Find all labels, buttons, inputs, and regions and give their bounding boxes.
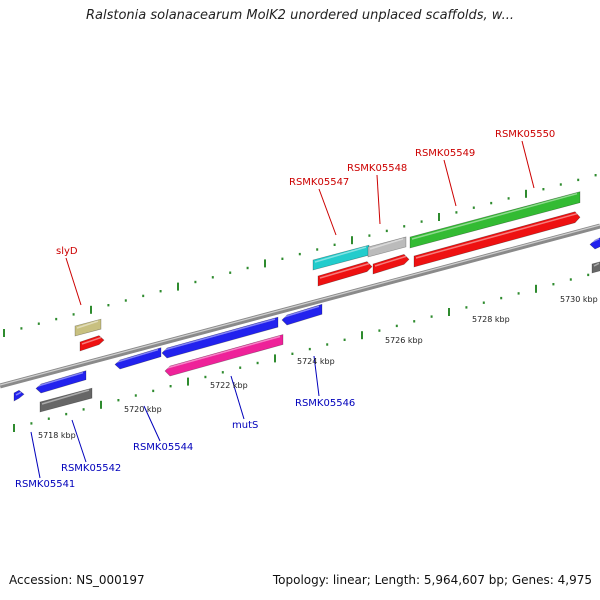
label-leader-line xyxy=(521,140,535,189)
gene-feature-shine xyxy=(116,348,159,363)
gene-label-slyD[interactable]: slyD xyxy=(56,246,78,257)
gene-label-rsmk05546[interactable]: RSMK05546 xyxy=(295,398,355,409)
gene-label-rsmk05542[interactable]: RSMK05542 xyxy=(61,463,121,474)
gene-feature-shine xyxy=(166,335,281,369)
topology-summary: Topology: linear; Length: 5,964,607 bp; … xyxy=(272,573,592,587)
gene-feature-shine xyxy=(591,238,600,243)
gene-feature-blue[interactable] xyxy=(589,237,600,250)
gene-feature-shine xyxy=(319,262,370,279)
gene-feature-shine xyxy=(76,320,99,329)
scale-label: 5728 kbp xyxy=(472,315,510,324)
gene-feature-shine xyxy=(411,192,578,240)
scale-label: 5718 kbp xyxy=(38,431,76,440)
gene-feature-green[interactable] xyxy=(409,191,581,249)
label-leader-line xyxy=(376,174,381,225)
genome-backbone xyxy=(0,223,600,389)
gene-feature-pink[interactable] xyxy=(164,334,284,377)
label-leader-line xyxy=(313,355,320,397)
scale-label: 5730 kbp xyxy=(560,295,598,304)
label-leader-line xyxy=(230,375,245,420)
gene-feature-shine xyxy=(41,389,90,405)
tick-marks xyxy=(3,174,597,432)
gene-feature-shine xyxy=(593,262,600,267)
gene-feature-blue[interactable] xyxy=(161,316,279,359)
gene-feature-shine xyxy=(163,318,276,351)
gene-feature-blue[interactable] xyxy=(281,303,323,326)
label-leader-line xyxy=(443,159,457,207)
gene-feature-shine xyxy=(369,238,404,250)
gene-label-rsmk05541[interactable]: RSMK05541 xyxy=(15,479,75,490)
label-leaders xyxy=(30,140,535,479)
gene-feature-khaki[interactable] xyxy=(74,318,102,337)
gene-feature-gray[interactable] xyxy=(39,387,93,413)
genome-backbone-highlight xyxy=(0,224,600,386)
scale-label: 5724 kbp xyxy=(297,357,335,366)
gene-feature-red[interactable] xyxy=(79,335,105,352)
scale-label: 5722 kbp xyxy=(210,381,248,390)
scale-label: 5726 kbp xyxy=(385,336,423,345)
gene-feature-shine xyxy=(37,371,84,387)
gene-label-rsmk05547[interactable]: RSMK05547 xyxy=(289,177,349,188)
gene-features xyxy=(13,191,600,413)
gene-label-mutS[interactable]: mutS xyxy=(232,420,258,431)
gene-feature-shine xyxy=(374,255,407,267)
gene-feature-shine xyxy=(314,246,367,263)
gene-feature-blue[interactable] xyxy=(35,370,87,394)
label-leader-line xyxy=(71,419,87,463)
gene-feature-blue[interactable] xyxy=(114,347,162,370)
gene-feature-blue[interactable] xyxy=(13,389,25,402)
gene-label-rsmk05548[interactable]: RSMK05548 xyxy=(347,163,407,174)
gene-feature-silver[interactable] xyxy=(367,236,407,258)
gene-label-rsmk05550[interactable]: RSMK05550 xyxy=(495,129,555,140)
gene-feature-shine xyxy=(283,305,320,318)
gene-feature-red[interactable] xyxy=(372,254,410,275)
gene-feature-red[interactable] xyxy=(413,211,581,268)
gene-label-rsmk05549[interactable]: RSMK05549 xyxy=(415,148,475,159)
gene-feature-red[interactable] xyxy=(317,261,373,287)
gene-feature-shine xyxy=(81,336,102,345)
gene-feature-shine xyxy=(15,391,22,396)
scale-label: 5720 kbp xyxy=(124,405,162,414)
gene-feature-shine xyxy=(415,212,578,259)
accession-text: Accession: NS_000197 xyxy=(9,573,145,587)
label-leader-line xyxy=(65,257,82,306)
label-leader-line xyxy=(143,405,161,442)
map-title: Ralstonia solanacearum MolK2 unordered u… xyxy=(85,8,514,23)
label-leader-line xyxy=(318,188,337,236)
gene-feature-gray[interactable] xyxy=(591,261,600,274)
label-leader-line xyxy=(30,431,41,479)
gene-label-rsmk05544[interactable]: RSMK05544 xyxy=(133,442,193,453)
